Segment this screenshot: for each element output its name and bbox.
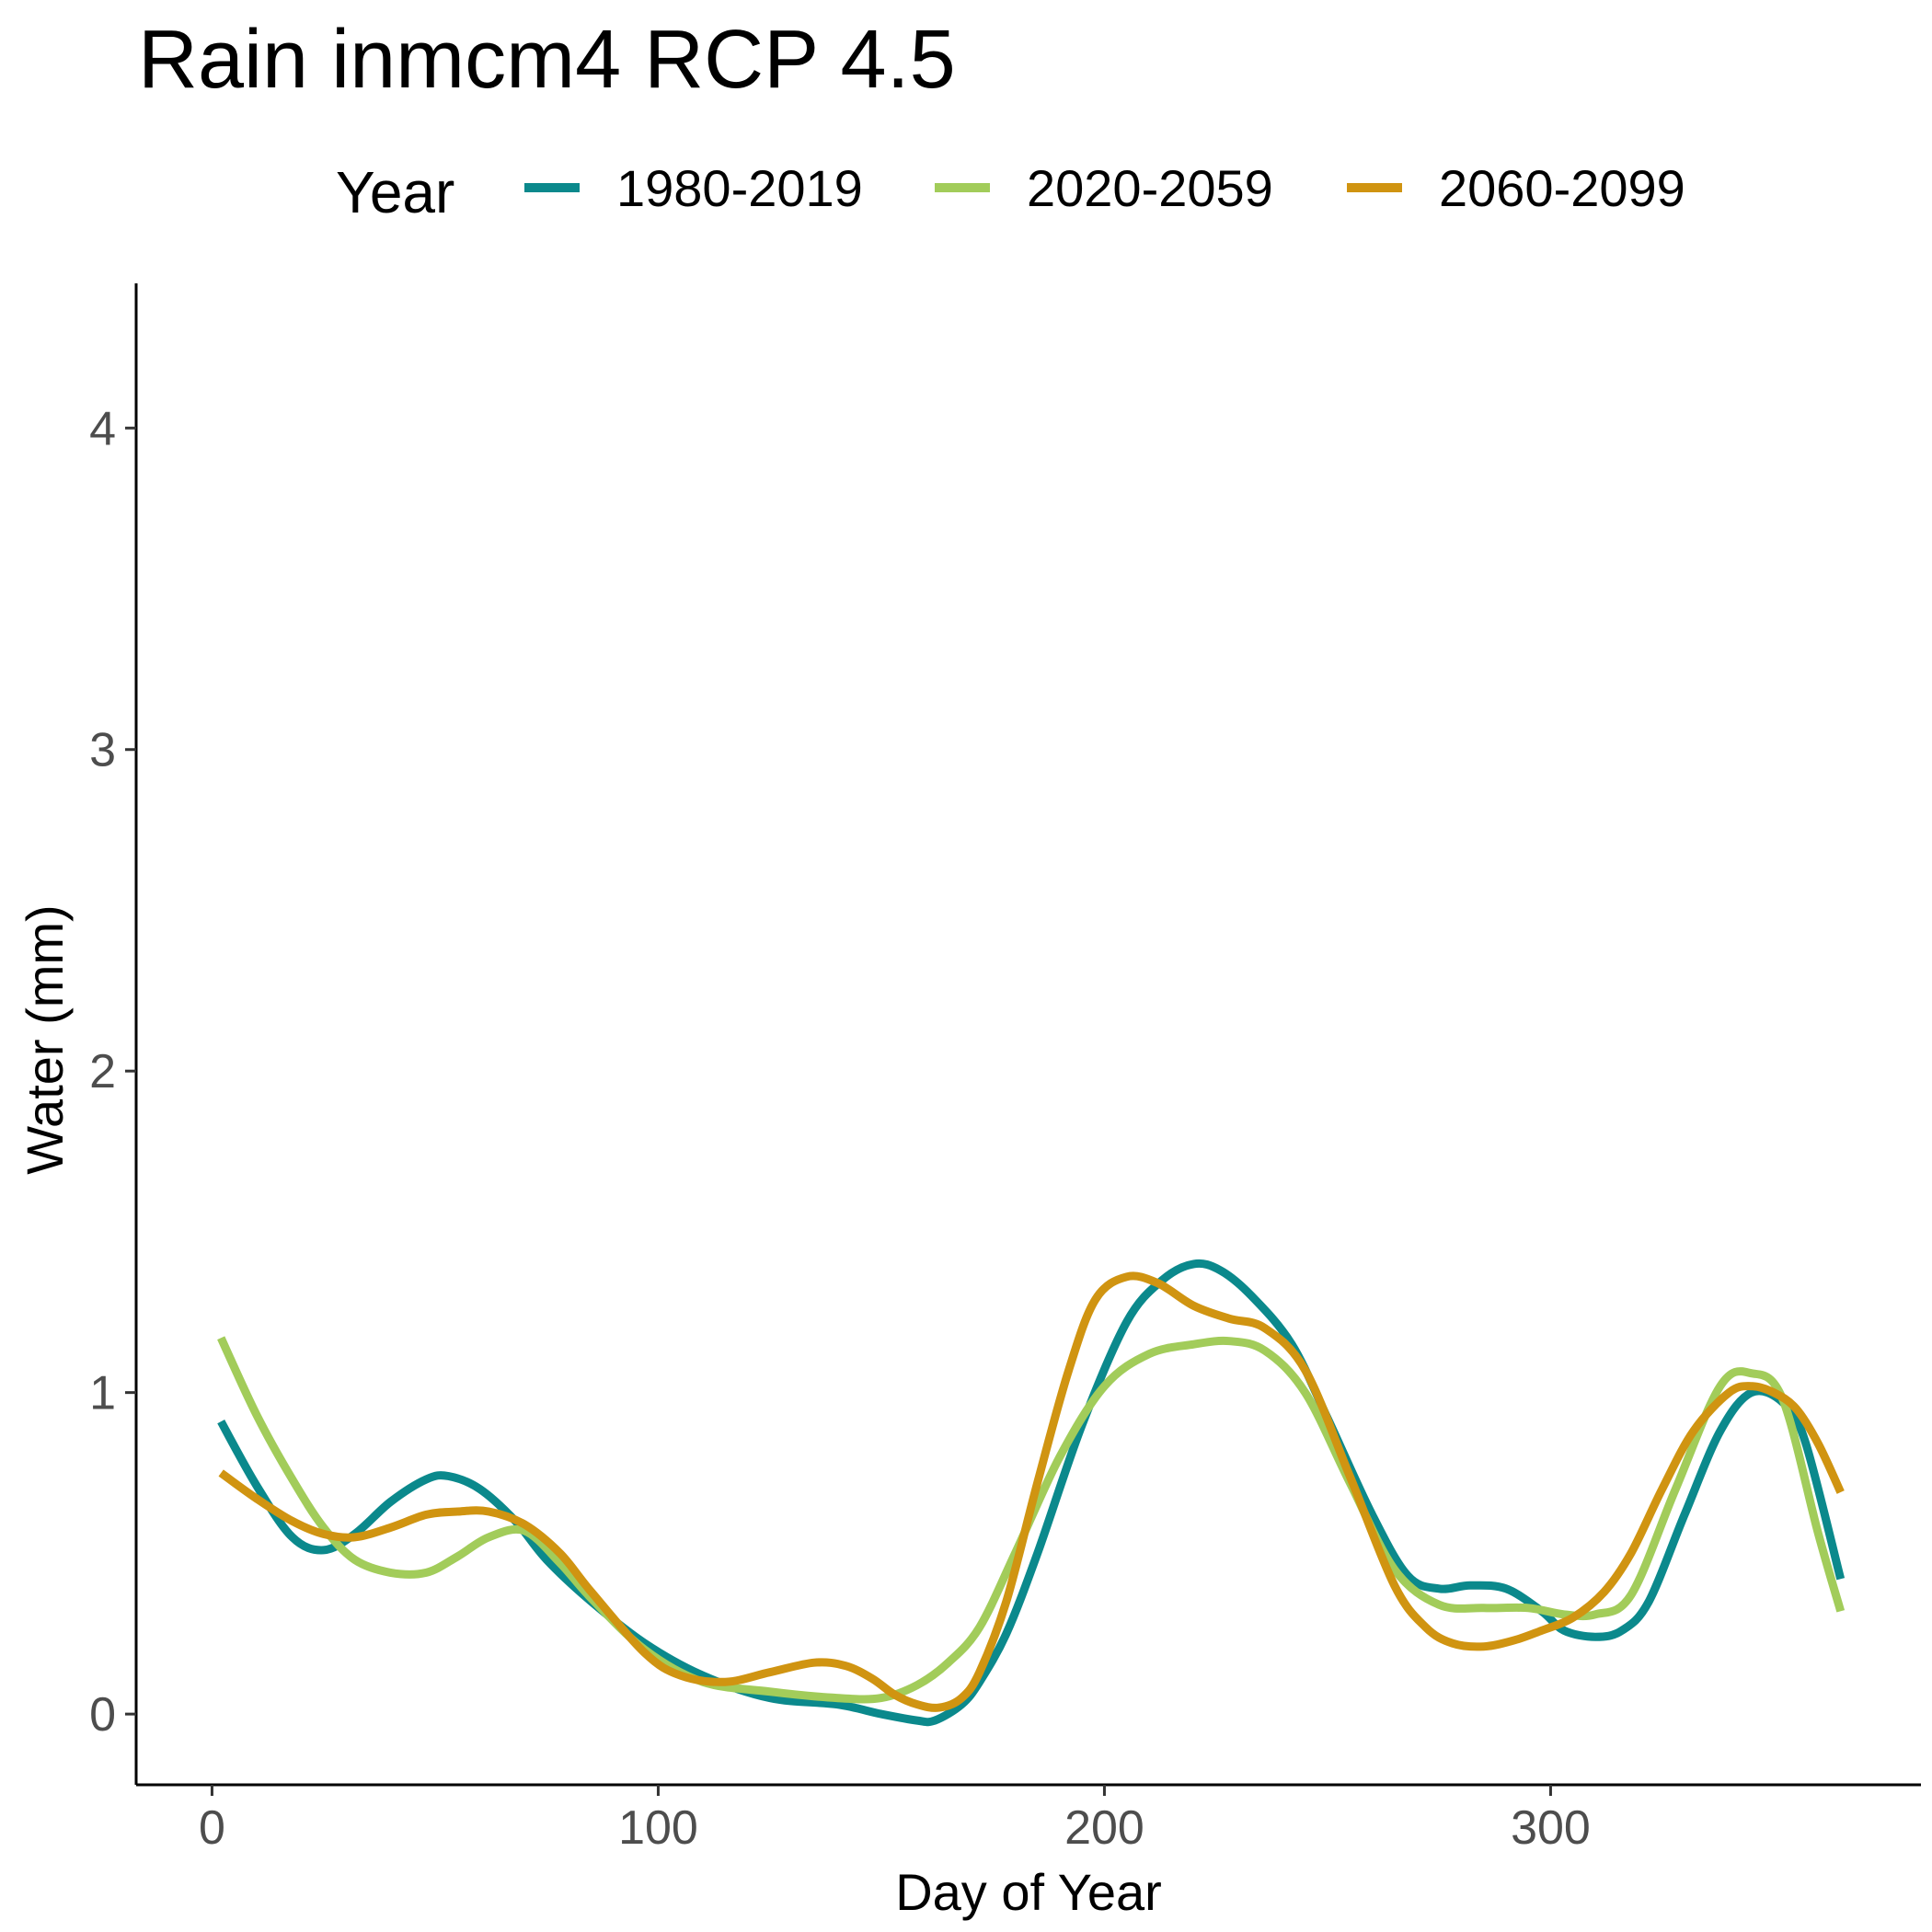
x-axis-title: Day of Year bbox=[895, 1863, 1162, 1921]
y-tick-label: 2 bbox=[89, 1045, 116, 1098]
x-axis-ticks: 0 100 200 300 bbox=[199, 1785, 1591, 1855]
legend-label-1980-2019: 1980-2019 bbox=[616, 159, 863, 217]
plot-area: 0 1 2 3 4 0 100 200 300 bbox=[89, 283, 1921, 1855]
y-tick-label: 3 bbox=[89, 724, 116, 777]
series-line-2060-2099 bbox=[218, 1271, 1845, 1712]
legend-title: Year bbox=[336, 159, 454, 225]
legend-label-2060-2099: 2060-2099 bbox=[1439, 159, 1685, 217]
series-layer bbox=[217, 1259, 1846, 1727]
y-axis-title: Water (mm) bbox=[16, 904, 74, 1174]
legend: Year 1980-2019 2020-2059 2060-2099 bbox=[336, 159, 1685, 225]
x-tick-label: 0 bbox=[199, 1801, 225, 1855]
x-tick-label: 300 bbox=[1511, 1801, 1591, 1855]
y-axis-ticks: 0 1 2 3 4 bbox=[89, 402, 136, 1742]
series-line-2020-2059 bbox=[217, 1336, 1846, 1704]
chart-title: Rain inmcm4 RCP 4.5 bbox=[138, 14, 956, 106]
x-tick-label: 200 bbox=[1064, 1801, 1144, 1855]
y-tick-label: 4 bbox=[89, 402, 116, 455]
y-tick-label: 1 bbox=[89, 1367, 116, 1420]
legend-label-2020-2059: 2020-2059 bbox=[1027, 159, 1273, 217]
x-tick-label: 100 bbox=[618, 1801, 698, 1855]
y-tick-label: 0 bbox=[89, 1688, 116, 1742]
